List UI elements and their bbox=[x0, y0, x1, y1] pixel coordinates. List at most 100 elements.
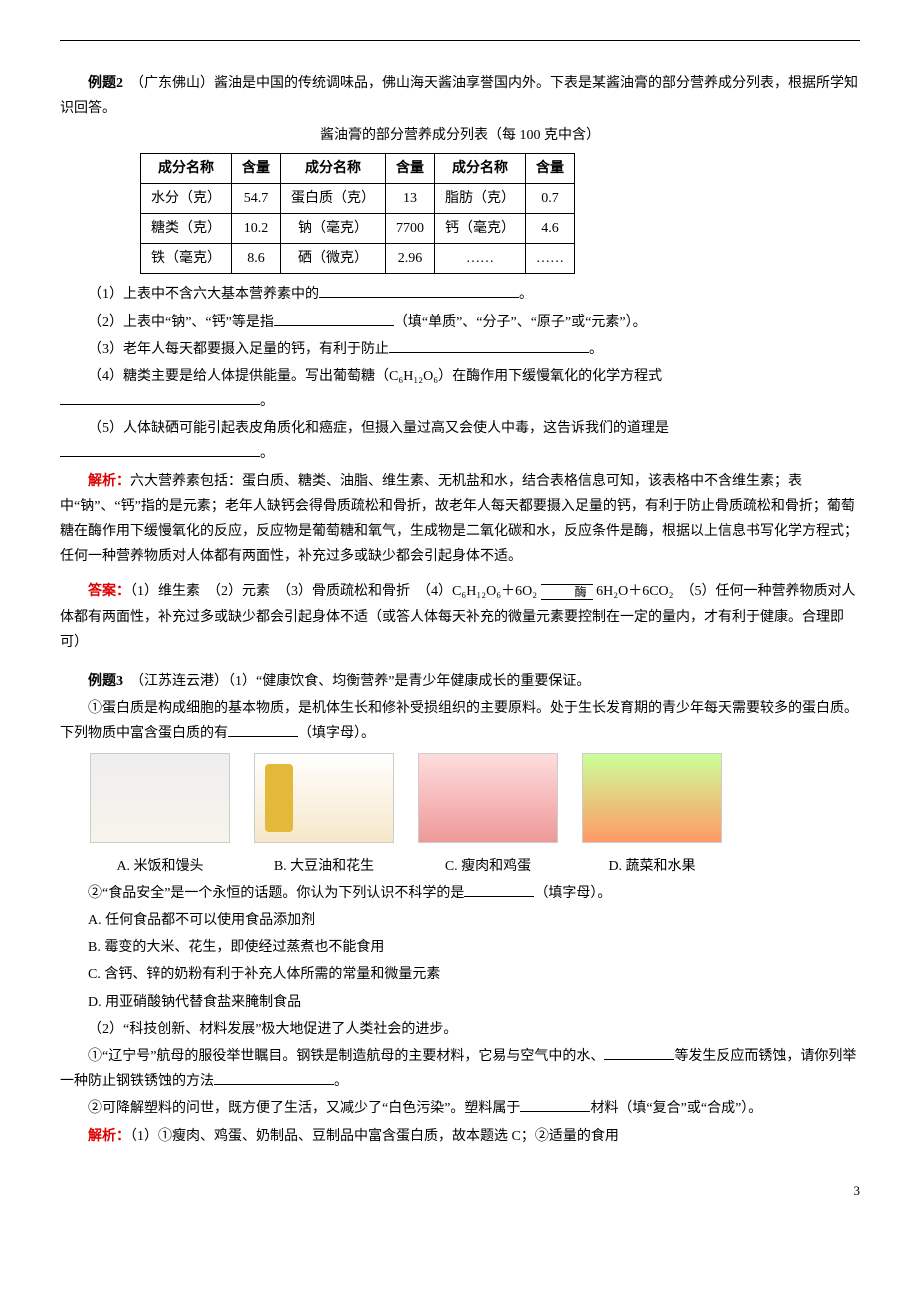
s2b: 材料（填“复合”或“合成”）。 bbox=[590, 1101, 762, 1116]
td: 糖类（克） bbox=[141, 213, 232, 243]
q4-tail: 。 bbox=[260, 394, 274, 409]
td: 7700 bbox=[386, 213, 435, 243]
option-d: D. 用亚硝酸钠代替食盐来腌制食品 bbox=[60, 990, 860, 1015]
food-option-d: D. 蔬菜和水果 bbox=[582, 753, 722, 879]
img-label-c: C. 瘦肉和鸡蛋 bbox=[418, 854, 558, 879]
ex2-analysis: 解析：六大营养素包括：蛋白质、糖类、油脂、维生素、无机盐和水，结合表格信息可知，… bbox=[60, 469, 860, 570]
blank bbox=[214, 1070, 334, 1085]
analysis-label: 解析： bbox=[88, 474, 130, 489]
table-row: 糖类（克） 10.2 钠（毫克） 7700 钙（毫克） 4.6 bbox=[141, 213, 575, 243]
option-b: B. 霉变的大米、花生，即使经过蒸煮也不能食用 bbox=[60, 935, 860, 960]
td: 硒（微克） bbox=[281, 244, 386, 274]
ex3-part2: （2）“科技创新、材料发展”极大地促进了人类社会的进步。 bbox=[60, 1017, 860, 1042]
ex2-q3: （3）老年人每天都要摄入足量的钙，有利于防止 。 bbox=[60, 337, 860, 362]
th: 成分名称 bbox=[141, 153, 232, 183]
enzyme-condition: 酶 bbox=[541, 584, 593, 600]
th: 成分名称 bbox=[435, 153, 526, 183]
q2a: （2）上表中“钠”、“钙”等是指 bbox=[88, 315, 274, 330]
ex2-answer: 答案：（1）维生素 （2）元素 （3）骨质疏松和骨折 （4）C₆H₁₂O₆＋6O… bbox=[60, 579, 860, 655]
ex2-q5: （5）人体缺硒可能引起表皮角质化和癌症，但摄入量过高又会使人中毒，这告诉我们的道… bbox=[60, 416, 860, 466]
td: 脂肪（克） bbox=[435, 183, 526, 213]
ex3-p1: ①蛋白质是构成细胞的基本物质，是机体生长和修补受损组织的主要原料。处于生长发育期… bbox=[60, 696, 860, 746]
ex3-heading: 例题3 bbox=[88, 674, 123, 689]
td: 13 bbox=[386, 183, 435, 213]
blank bbox=[389, 338, 589, 353]
p2b: （填字母）。 bbox=[534, 886, 611, 901]
blank bbox=[228, 722, 298, 737]
ex3-s1: ①“辽宁号”航母的服役举世瞩目。钢铁是制造航母的主要材料，它易与空气中的水、等发… bbox=[60, 1044, 860, 1094]
th: 含量 bbox=[386, 153, 435, 183]
ex3-s2: ②可降解塑料的问世，既方便了生活，又减少了“白色污染”。塑料属于 材料（填“复合”… bbox=[60, 1096, 860, 1121]
ex2-heading: 例题2 bbox=[88, 76, 123, 91]
td: 钙（毫克） bbox=[435, 213, 526, 243]
analysis-text: 六大营养素包括：蛋白质、糖类、油脂、维生素、无机盐和水，结合表格信息可知，该表格… bbox=[60, 474, 858, 565]
p2a: ②“食品安全”是一个永恒的话题。你认为下列认识不科学的是 bbox=[88, 886, 464, 901]
blank bbox=[604, 1045, 674, 1060]
td: 54.7 bbox=[232, 183, 281, 213]
th: 成分名称 bbox=[281, 153, 386, 183]
img-label-d: D. 蔬菜和水果 bbox=[582, 854, 722, 879]
img-label-a: A. 米饭和馒头 bbox=[90, 854, 230, 879]
td: 10.2 bbox=[232, 213, 281, 243]
answer-label: 答案： bbox=[88, 584, 130, 599]
td: 2.96 bbox=[386, 244, 435, 274]
td: 铁（毫克） bbox=[141, 244, 232, 274]
oil-peanut-image bbox=[254, 753, 394, 843]
q1-text: （1）上表中不含六大基本营养素中的 bbox=[88, 287, 319, 302]
ex2-table-caption: 酱油膏的部分营养成分列表（每 100 克中含） bbox=[60, 123, 860, 148]
nutrient-table: 成分名称 含量 成分名称 含量 成分名称 含量 水分（克） 54.7 蛋白质（克… bbox=[140, 153, 575, 275]
blank bbox=[60, 442, 260, 457]
food-image-row: A. 米饭和馒头 B. 大豆油和花生 C. 瘦肉和鸡蛋 D. 蔬菜和水果 bbox=[90, 753, 860, 879]
q3a: （3）老年人每天都要摄入足量的钙，有利于防止 bbox=[88, 342, 389, 357]
q4: （4）糖类主要是给人体提供能量。写出葡萄糖（C₆H₁₂O₆）在酶作用下缓慢氧化的… bbox=[88, 369, 662, 384]
meat-egg-image bbox=[418, 753, 558, 843]
analysis-label: 解析： bbox=[88, 1129, 130, 1144]
blank bbox=[60, 390, 260, 405]
food-option-b: B. 大豆油和花生 bbox=[254, 753, 394, 879]
s1c: 。 bbox=[334, 1074, 348, 1089]
th: 含量 bbox=[232, 153, 281, 183]
ex3-intro: 例题3 （江苏连云港）（1）“健康饮食、均衡营养”是青少年健康成长的重要保证。 bbox=[60, 669, 860, 694]
blank bbox=[319, 283, 519, 298]
q2b: （填“单质”、“分子”、“原子”或“元素”）。 bbox=[394, 315, 647, 330]
q1-tail: 。 bbox=[519, 287, 533, 302]
s1a: ①“辽宁号”航母的服役举世瞩目。钢铁是制造航母的主要材料，它易与空气中的水、 bbox=[88, 1049, 604, 1064]
td: …… bbox=[526, 244, 575, 274]
table-row: 水分（克） 54.7 蛋白质（克） 13 脂肪（克） 0.7 bbox=[141, 183, 575, 213]
table-row: 铁（毫克） 8.6 硒（微克） 2.96 …… …… bbox=[141, 244, 575, 274]
td: 钠（毫克） bbox=[281, 213, 386, 243]
analysis-text: （1）①瘦肉、鸡蛋、奶制品、豆制品中富含蛋白质，故本题选 C；②适量的食用 bbox=[130, 1129, 619, 1144]
ex3-analysis: 解析：（1）①瘦肉、鸡蛋、奶制品、豆制品中富含蛋白质，故本题选 C；②适量的食用 bbox=[60, 1124, 860, 1149]
blank bbox=[274, 311, 394, 326]
rice-bun-image bbox=[90, 753, 230, 843]
blank bbox=[520, 1097, 590, 1112]
veg-fruit-image bbox=[582, 753, 722, 843]
ex2-q4: （4）糖类主要是给人体提供能量。写出葡萄糖（C₆H₁₂O₆）在酶作用下缓慢氧化的… bbox=[60, 364, 860, 414]
td: 4.6 bbox=[526, 213, 575, 243]
p1b: （填字母）。 bbox=[298, 726, 375, 741]
ex2-intro: 例题2 （广东佛山）酱油是中国的传统调味品，佛山海天酱油享誉国内外。下表是某酱油… bbox=[60, 71, 860, 121]
th: 含量 bbox=[526, 153, 575, 183]
top-rule bbox=[60, 40, 860, 41]
s2a: ②可降解塑料的问世，既方便了生活，又减少了“白色污染”。塑料属于 bbox=[88, 1101, 520, 1116]
blank bbox=[464, 882, 534, 897]
q5a: （5）人体缺硒可能引起表皮角质化和癌症，但摄入量过高又会使人中毒，这告诉我们的道… bbox=[88, 421, 669, 436]
td: 蛋白质（克） bbox=[281, 183, 386, 213]
td: 水分（克） bbox=[141, 183, 232, 213]
ex3-intro-text: （江苏连云港）（1）“健康饮食、均衡营养”是青少年健康成长的重要保证。 bbox=[137, 674, 590, 689]
td: …… bbox=[435, 244, 526, 274]
ex2-intro-text: （广东佛山）酱油是中国的传统调味品，佛山海天酱油享誉国内外。下表是某酱油膏的部分… bbox=[60, 76, 858, 116]
img-label-b: B. 大豆油和花生 bbox=[254, 854, 394, 879]
td: 0.7 bbox=[526, 183, 575, 213]
option-c: C. 含钙、锌的奶粉有利于补充人体所需的常量和微量元素 bbox=[60, 962, 860, 987]
option-a: A. 任何食品都不可以使用食品添加剂 bbox=[60, 908, 860, 933]
food-option-c: C. 瘦肉和鸡蛋 bbox=[418, 753, 558, 879]
q3-tail: 。 bbox=[589, 342, 603, 357]
page-number: 3 bbox=[60, 1179, 860, 1202]
ex3-p2: ②“食品安全”是一个永恒的话题。你认为下列认识不科学的是 （填字母）。 bbox=[60, 881, 860, 906]
ex2-q1: （1）上表中不含六大基本营养素中的 。 bbox=[60, 282, 860, 307]
food-option-a: A. 米饭和馒头 bbox=[90, 753, 230, 879]
p1a: ①蛋白质是构成细胞的基本物质，是机体生长和修补受损组织的主要原料。处于生长发育期… bbox=[60, 701, 858, 741]
q5-tail: 。 bbox=[260, 446, 274, 461]
td: 8.6 bbox=[232, 244, 281, 274]
